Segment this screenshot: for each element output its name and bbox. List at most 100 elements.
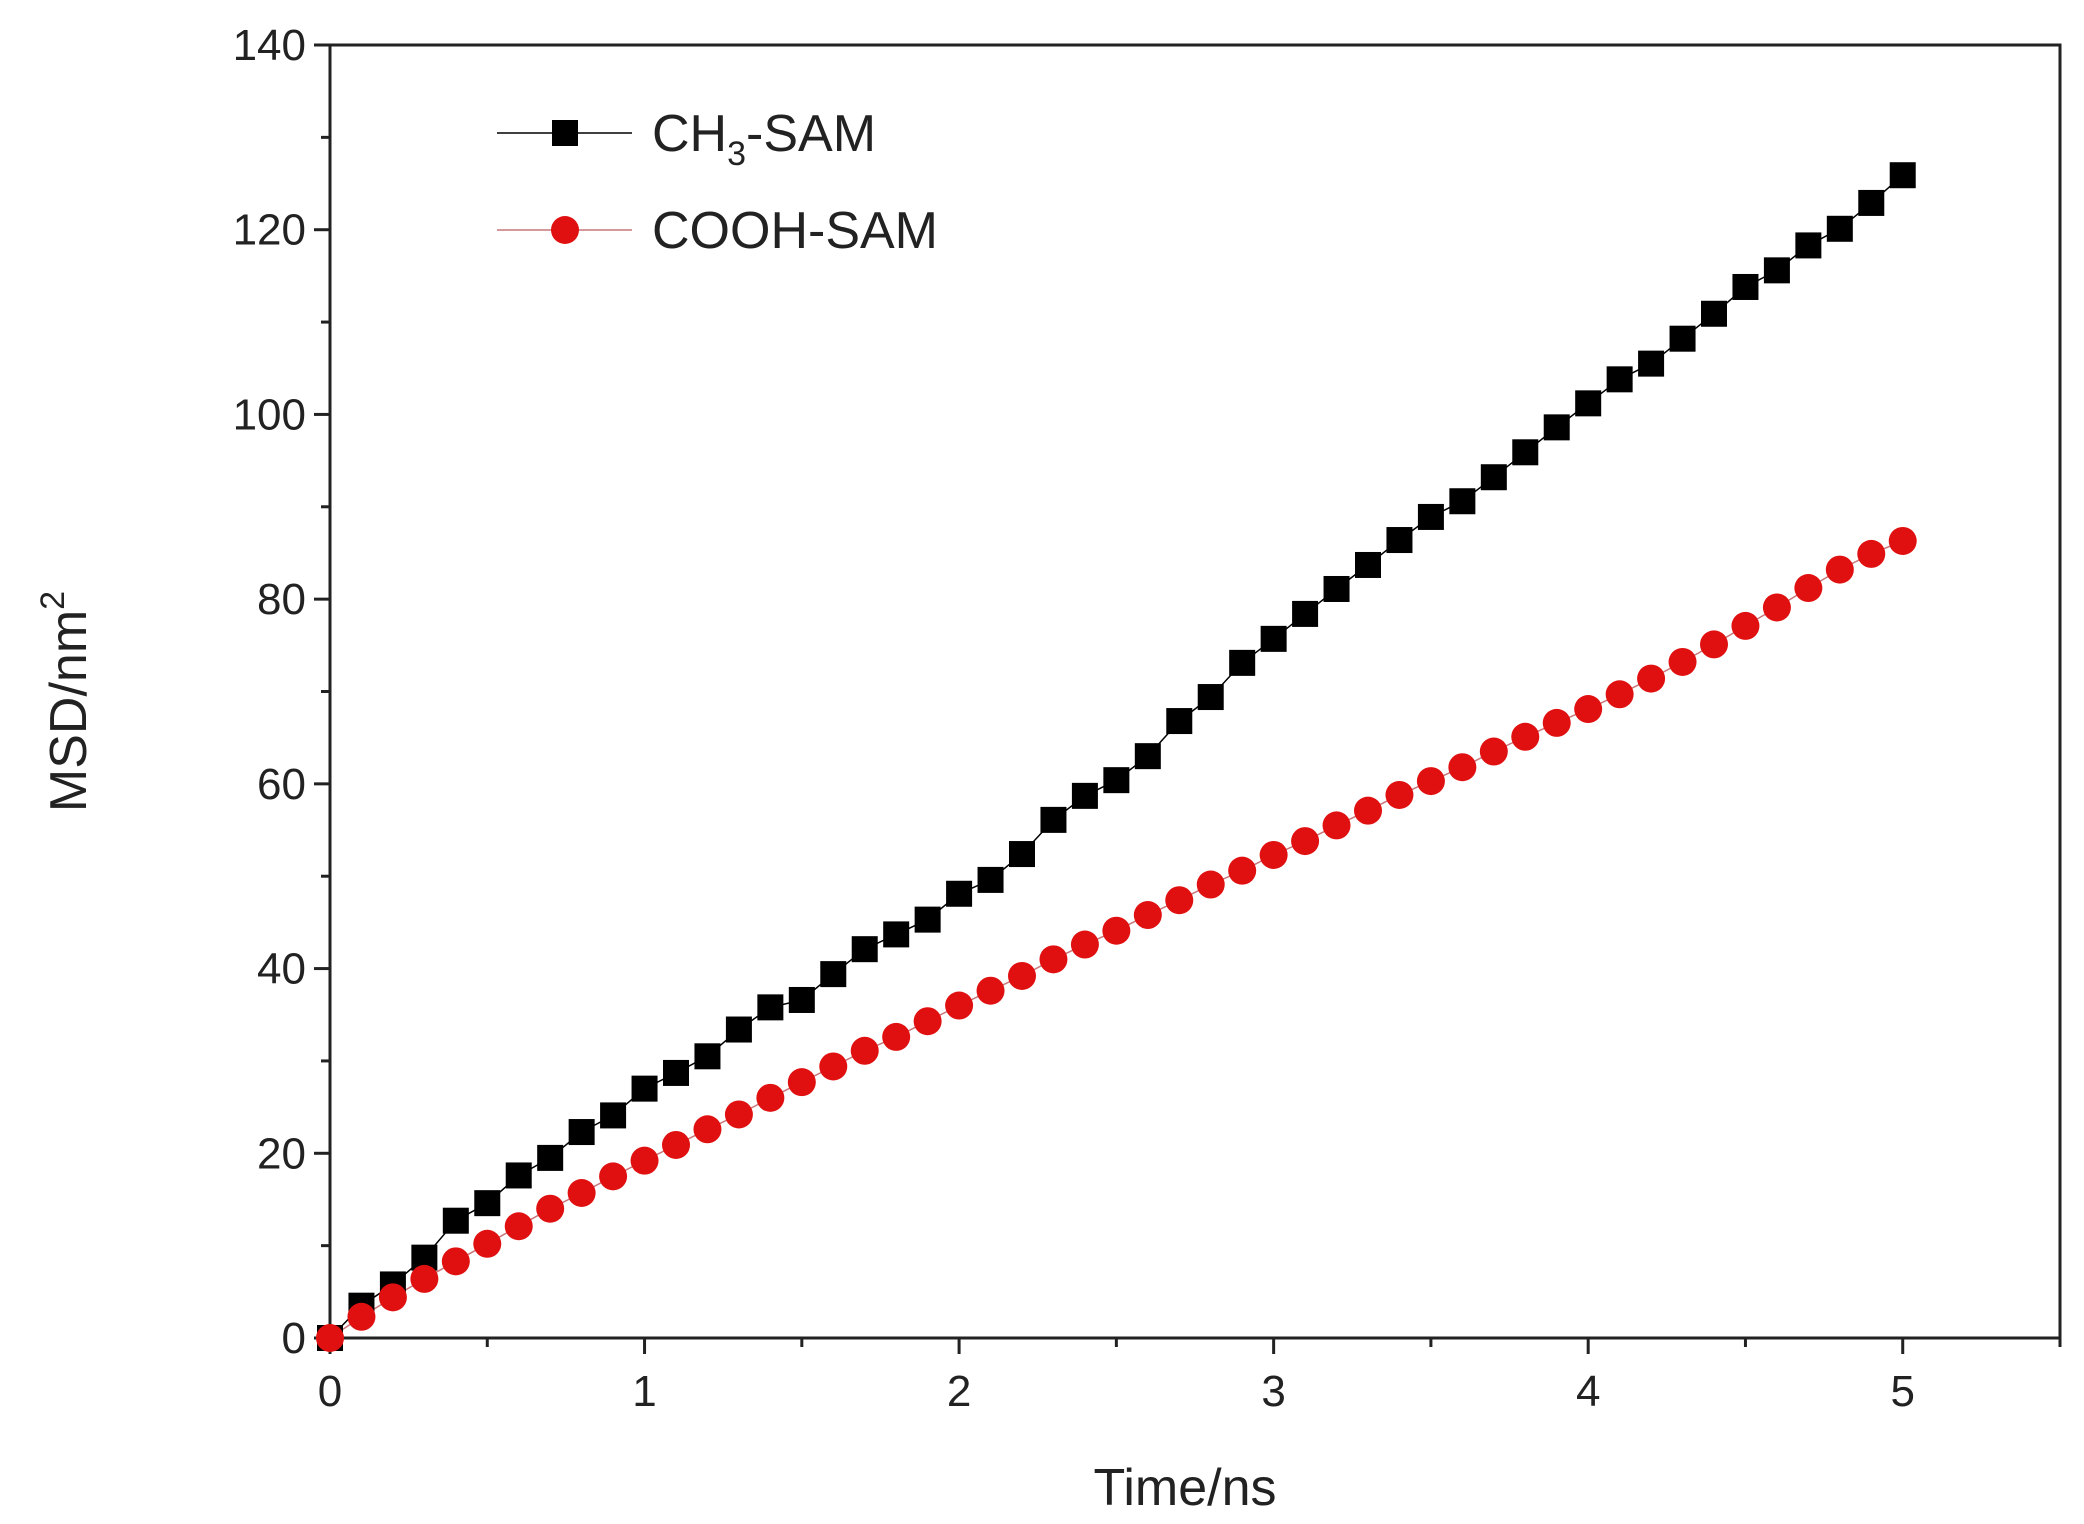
- cooh-point: [1228, 856, 1257, 885]
- cooh-point: [1102, 916, 1131, 945]
- legend-ch3-sub: 3: [727, 135, 746, 173]
- x-tick-label: 0: [318, 1367, 342, 1416]
- cooh-point: [1700, 630, 1728, 659]
- ch3-point: [694, 1043, 721, 1070]
- ch3-point: [1575, 390, 1602, 417]
- ch3-point: [1134, 743, 1161, 770]
- ch3-point: [788, 986, 815, 1013]
- ch3-point: [1323, 575, 1350, 602]
- x-tick-label: 5: [1890, 1367, 1914, 1416]
- cooh-point: [1731, 611, 1760, 640]
- cooh-point: [1479, 737, 1508, 766]
- cooh-point: [1511, 722, 1540, 751]
- ch3-point: [1103, 767, 1130, 794]
- cooh-point: [1857, 539, 1886, 568]
- cooh-point: [504, 1212, 533, 1241]
- x-tick-label: 3: [1261, 1367, 1285, 1416]
- cooh-point: [1322, 811, 1351, 840]
- cooh-point: [913, 1007, 942, 1036]
- ch3-point: [1197, 684, 1224, 711]
- ch3-point: [1889, 162, 1916, 189]
- ch3-point: [725, 1016, 752, 1043]
- ch3-point: [600, 1102, 627, 1129]
- y-axis-title: MSD/nm2: [34, 591, 98, 812]
- ch3-point: [1260, 625, 1287, 652]
- ch3-point: [1638, 350, 1665, 377]
- cooh-point: [1542, 708, 1571, 737]
- ch3-point: [1386, 527, 1413, 554]
- cooh-point: [882, 1022, 911, 1051]
- cooh-point: [1165, 886, 1194, 915]
- y-tick-label: 80: [257, 575, 306, 624]
- ch3-point: [851, 936, 878, 963]
- cooh-point: [567, 1178, 596, 1207]
- ch3-point: [1512, 439, 1539, 466]
- ch3-point: [883, 921, 910, 948]
- cooh-point: [1825, 555, 1854, 584]
- cooh-point: [787, 1068, 816, 1097]
- legend: CH3-SAM COOH-SAM: [497, 105, 938, 260]
- ch3-point: [1826, 215, 1853, 242]
- x-tick-label: 2: [947, 1367, 971, 1416]
- cooh-point: [1448, 753, 1477, 782]
- ch3-point: [820, 961, 847, 988]
- cooh-point: [536, 1194, 565, 1223]
- legend-label-ch3: CH3-SAM: [652, 105, 876, 173]
- cooh-point: [945, 991, 974, 1020]
- legend-ch3-main: CH: [652, 105, 727, 163]
- ch3-point: [474, 1190, 501, 1217]
- y-axis-ticks: 0 20 40 60 80 100 120 140: [233, 21, 330, 1363]
- cooh-point: [1039, 945, 1068, 974]
- cooh-point: [316, 1324, 344, 1352]
- ch3-point: [663, 1059, 689, 1086]
- cooh-point: [1637, 664, 1666, 693]
- ch3-point: [1763, 257, 1790, 284]
- cooh-point: [1008, 961, 1036, 990]
- ch3-point: [1449, 488, 1476, 515]
- ch3-point: [977, 866, 1004, 893]
- cooh-point: [1354, 796, 1382, 825]
- ch3-point: [537, 1144, 564, 1171]
- cooh-point: [1133, 901, 1162, 930]
- legend-marker-cooh: [551, 216, 579, 244]
- cooh-point: [724, 1100, 753, 1129]
- cooh-point: [1574, 695, 1603, 724]
- ch3-point: [946, 880, 973, 907]
- ch3-point: [1166, 708, 1193, 735]
- ch3-point: [1480, 464, 1507, 491]
- cooh-point: [1259, 840, 1288, 869]
- legend-ch3-tail: -SAM: [746, 105, 876, 163]
- ch3-point: [1417, 503, 1444, 530]
- ch3-point: [1355, 551, 1381, 578]
- ch3-point: [442, 1207, 469, 1234]
- cooh-point: [410, 1264, 439, 1293]
- cooh-point: [1762, 593, 1791, 622]
- cooh-point: [1196, 870, 1225, 899]
- cooh-point: [599, 1162, 628, 1191]
- ch3-point: [1606, 366, 1633, 393]
- cooh-point: [1888, 526, 1917, 555]
- legend-marker-ch3: [552, 120, 578, 146]
- cooh-point: [976, 976, 1005, 1005]
- ch3-point: [1669, 325, 1696, 352]
- ch3-point: [1701, 300, 1727, 327]
- cooh-point: [1668, 647, 1697, 676]
- cooh-point: [347, 1302, 376, 1331]
- cooh-point: [1070, 930, 1099, 959]
- ch3-point: [1071, 782, 1098, 809]
- cooh-point: [1416, 767, 1445, 796]
- y-tick-label: 40: [257, 945, 306, 994]
- ch3-point: [914, 906, 941, 933]
- cooh-point: [630, 1146, 659, 1175]
- y-tick-label: 100: [233, 390, 306, 439]
- cooh-point: [850, 1036, 879, 1065]
- cooh-point: [1794, 574, 1823, 603]
- ch3-point: [1040, 806, 1067, 833]
- x-tick-label: 4: [1576, 1367, 1600, 1416]
- y-axis-title-main: MSD/nm: [40, 610, 98, 812]
- y-tick-label: 60: [257, 760, 306, 809]
- cooh-point: [662, 1130, 690, 1159]
- ch3-point: [631, 1075, 658, 1102]
- x-axis-title: Time/ns: [1094, 1459, 1277, 1517]
